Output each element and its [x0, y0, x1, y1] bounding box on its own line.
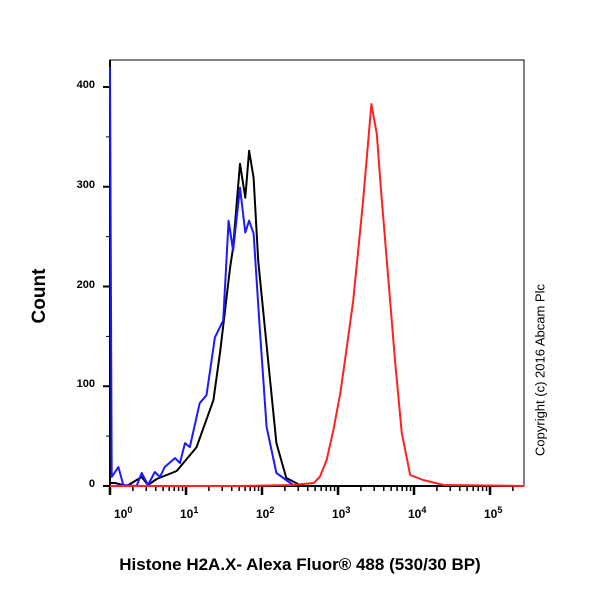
series-line-red [110, 103, 525, 487]
y-tick-label: 300 [76, 178, 95, 191]
y-axis-label: Count [29, 268, 50, 324]
series-line-blue [109, 66, 294, 487]
x-tick-base: 10 [484, 507, 498, 521]
y-tick-label: 100 [76, 378, 95, 391]
x-tick-exponent: 2 [269, 505, 275, 515]
plot-frame [109, 59, 525, 487]
y-tick-label: 200 [76, 278, 95, 291]
x-tick-label: 103 [332, 505, 350, 521]
y-tick-label: 400 [76, 79, 95, 91]
x-tick-base: 10 [332, 507, 346, 521]
x-tick-label: 105 [484, 505, 502, 521]
x-tick-exponent: 5 [497, 505, 503, 515]
x-tick-label: 100 [114, 505, 132, 521]
x-tick-label: 104 [408, 505, 426, 521]
x-tick-base: 10 [114, 507, 128, 521]
x-tick-exponent: 4 [421, 505, 427, 515]
x-tick-label: 101 [180, 505, 198, 521]
y-tick-label: 0 [88, 478, 95, 490]
copyright-annotation: Copyright (c) 2016 Abcam Plc [532, 284, 548, 456]
x-tick-exponent: 0 [127, 505, 133, 515]
x-tick-label: 102 [256, 505, 274, 521]
x-axis-label: Histone H2A.X- Alexa Fluor® 488 (530/30 … [119, 555, 481, 574]
x-tick-base: 10 [180, 507, 194, 521]
x-tick-exponent: 3 [345, 505, 351, 515]
series-line-black [110, 149, 301, 487]
x-tick-base: 10 [408, 507, 422, 521]
x-tick-base: 10 [256, 507, 270, 521]
x-tick-exponent: 1 [193, 505, 199, 515]
